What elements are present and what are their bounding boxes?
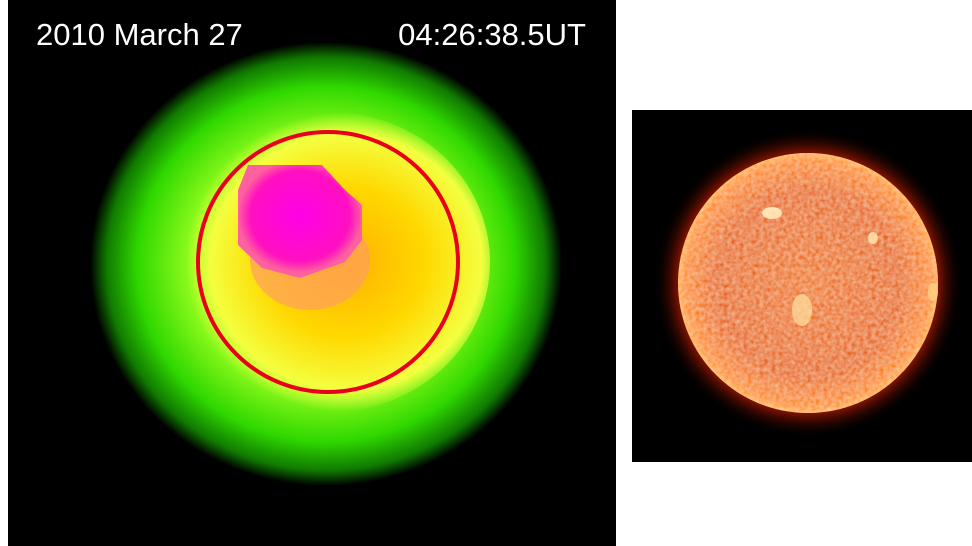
active-region — [792, 294, 812, 326]
page: 2010 March 27 04:26:38.5UT (() => { cons… — [0, 0, 972, 546]
figure: 2010 March 27 04:26:38.5UT — [0, 0, 972, 546]
time-label: 04:26:38.5UT — [398, 17, 586, 52]
date-label: 2010 March 27 — [36, 17, 243, 52]
active-region — [762, 207, 782, 219]
active-region — [868, 232, 878, 244]
active-region — [928, 283, 938, 301]
sun-disk — [678, 153, 938, 413]
